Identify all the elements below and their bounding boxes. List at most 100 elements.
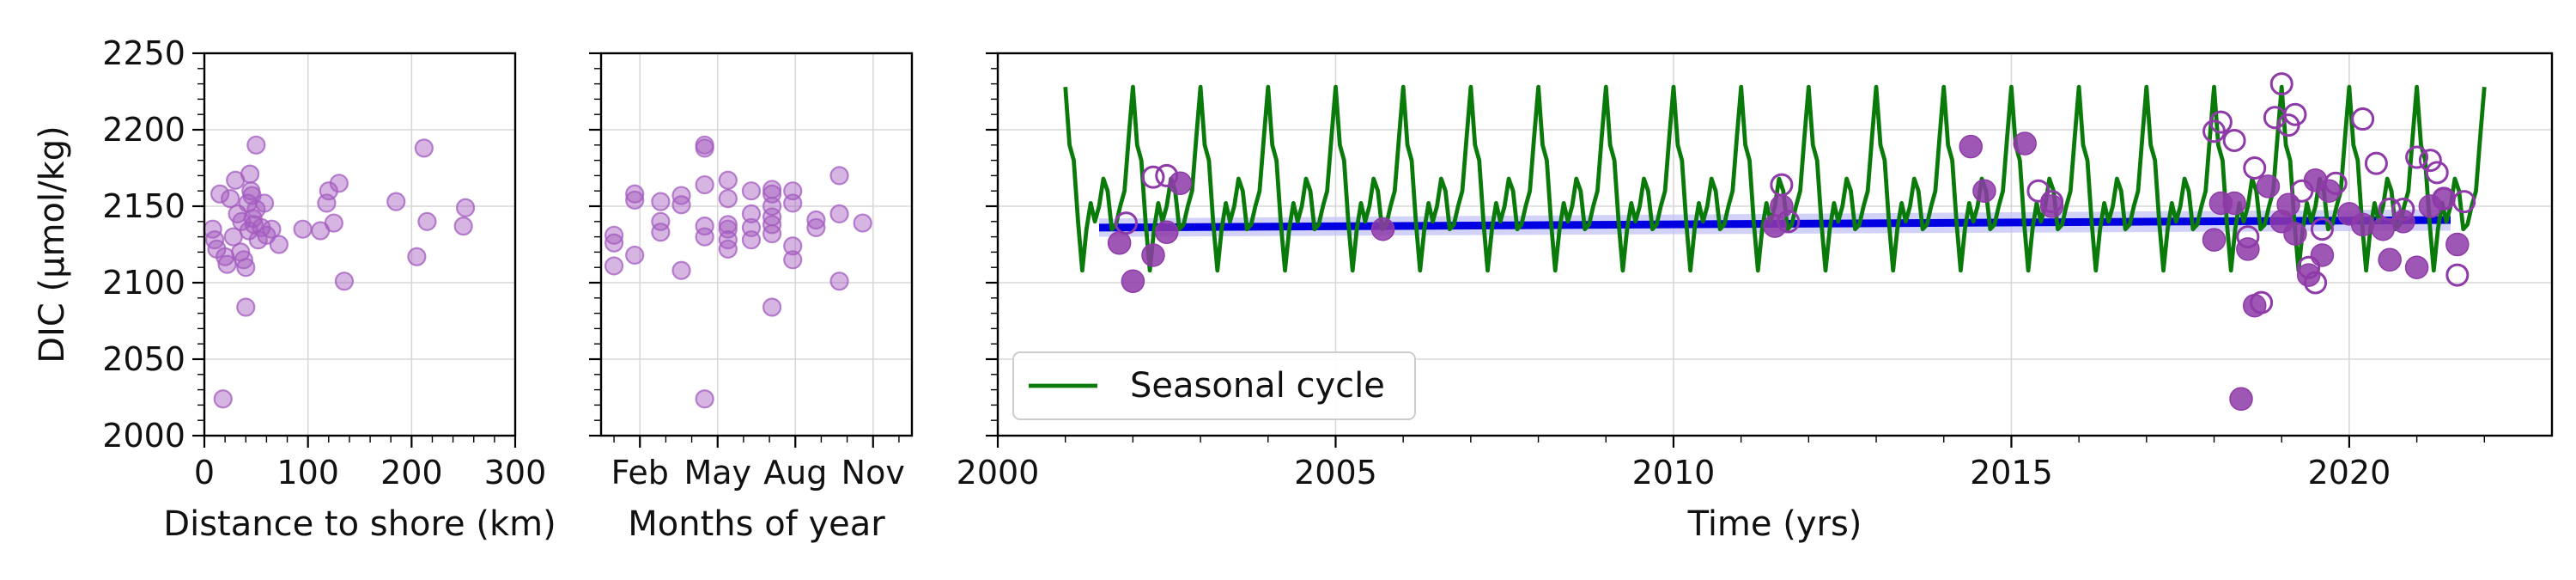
x-tick-label: 2005 [1294,454,1377,491]
data-point [783,250,803,270]
data-point [604,225,624,245]
y-tick-label: 2100 [102,264,185,302]
observation-point-hollow [1777,210,1801,234]
observation-point [1168,171,1193,196]
observation-point [2445,232,2470,257]
data-point [853,213,872,233]
data-point [240,164,260,184]
data-point [829,272,849,291]
observation-point [2276,192,2300,217]
data-point [829,204,849,223]
observation-point-hollow [2290,179,2314,203]
data-point [217,254,237,274]
data-point [783,236,803,256]
data-point [236,297,256,317]
x-axis-label: Time (yrs) [1687,504,1862,544]
observation-point-hollow [2283,102,2307,126]
x-tick-label: Nov [841,454,905,491]
data-point [762,215,782,235]
observation-point [2256,174,2281,198]
y-tick-label: 2150 [102,187,185,225]
data-point [695,217,714,236]
observation-point-hollow [2351,107,2375,131]
panel-distance-to-shore: 2000 2050 2100 2150 2200 2250 0 100 200 300 Distan… [33,34,556,544]
observation-point-hollow [2310,217,2334,241]
x-axis-label: Months of year [628,504,885,544]
axes-frame [599,52,914,437]
observation-point-hollow [2297,255,2321,279]
data-point [236,258,256,278]
observation-point-hollow [2378,198,2402,222]
observation-point [2013,131,2037,156]
data-point [762,180,782,199]
data-point [806,210,826,230]
data-point [293,219,313,239]
observation-point [1121,269,1145,293]
data-point [254,193,275,213]
observation-point-hollow [2269,72,2293,96]
data-point [783,181,803,201]
observation-point [1972,179,1996,203]
observation-point-hollow [2236,225,2260,249]
x-tick-label: 0 [194,454,215,491]
observation-point [1154,220,1179,245]
y-tick-label: 2050 [102,340,185,378]
data-point [407,247,427,266]
data-point [453,217,473,236]
data-point [671,186,691,205]
observation-point [2222,191,2246,216]
observation-point [1763,214,1787,238]
panel-time-series: 2000 2005 2010 2015 2020 Time (yrs) Seasonal c… [957,52,2554,544]
observation-point [2404,255,2429,279]
observation-point [2371,217,2396,241]
data-point [210,184,230,204]
legend-label-seasonal-cycle: Seasonal cycle [1130,366,1385,406]
observation-point [1141,243,1165,267]
observation-point [2202,228,2227,252]
observation-point [2039,194,2064,218]
observation-point-hollow [2040,190,2064,214]
panel-months-of-year: Feb May Aug Nov Months of year [589,52,914,544]
data-point [671,260,691,280]
observation-point [2283,222,2307,246]
observation-point-hollow [2405,145,2429,169]
observation-point-hollow [2391,198,2415,222]
observation-point-hollow [2445,263,2470,287]
data-point [414,138,434,158]
data-point [829,166,849,186]
data-point [651,192,671,211]
observation-point [2310,243,2335,267]
observation-point-hollow [2208,110,2233,134]
observation-point [1370,217,1395,241]
x-tick-label: May [683,454,751,491]
observation-point-hollow [1141,165,1165,189]
observation-point-hollow [2364,151,2388,175]
x-tick-label: 2000 [957,454,1040,491]
data-point [386,192,406,211]
observation-point-hollow [2418,149,2442,173]
y-tick-label: 2200 [102,111,185,149]
axes-frame [203,52,517,437]
observation-point [2378,247,2402,272]
observation-point-hollow [2304,271,2328,295]
observation-point-hollow [1115,211,1139,235]
observation-point [2236,237,2260,261]
data-point [718,170,738,190]
data-point [455,198,476,217]
x-tick-label: 200 [380,454,443,491]
legend: Seasonal cycle [1012,351,1416,420]
data-point [718,219,738,239]
observation-point-hollow [2324,171,2348,195]
observation-point [2350,212,2375,237]
observation-point-hollow [2425,161,2449,185]
data-point [625,184,645,204]
y-tick-label: 2000 [102,417,185,455]
x-tick-label: Aug [763,454,827,491]
data-point [269,235,289,254]
data-point [221,189,240,209]
data-point [329,174,349,193]
observation-point-hollow [2222,128,2246,152]
data-point [695,174,714,195]
data-point [625,245,645,266]
